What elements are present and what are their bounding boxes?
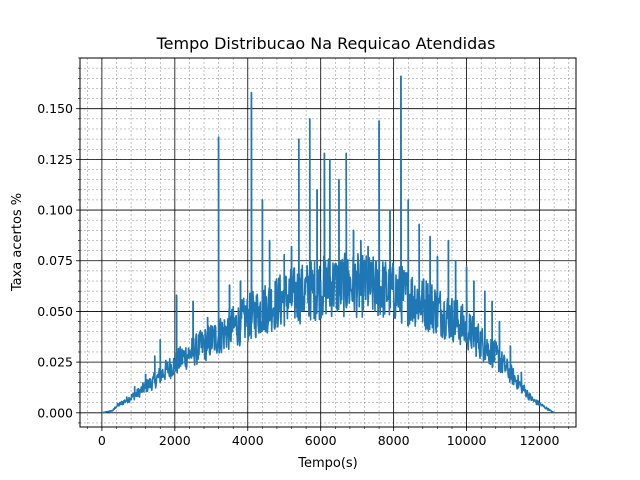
x-tick-label: 8000 xyxy=(378,433,410,448)
x-tick-label: 12000 xyxy=(520,433,560,448)
y-axis-label: Taxa acertos % xyxy=(10,193,25,292)
y-tick-label: 0.000 xyxy=(37,405,73,420)
y-tick-label: 0.150 xyxy=(37,101,73,116)
x-tick-label: 4000 xyxy=(232,433,264,448)
x-tick-label: 10000 xyxy=(447,433,487,448)
x-tick-label: 2000 xyxy=(159,433,191,448)
y-tick-label: 0.125 xyxy=(37,152,73,167)
plot-area: 0 2000 4000 6000 8000 10000 12000 0.000 0.025 0.0… xyxy=(37,57,577,448)
x-tick-label: 0 xyxy=(98,433,106,448)
y-tick-label: 0.025 xyxy=(37,355,73,370)
y-tick-label: 0.075 xyxy=(37,253,73,268)
x-tick-label: 6000 xyxy=(305,433,337,448)
axes-frame xyxy=(79,57,577,428)
y-tick-label: 0.050 xyxy=(37,304,73,319)
chart-title: Tempo Distribucao Na Requicao Atendidas xyxy=(156,34,496,53)
x-axis-label: Tempo(s) xyxy=(297,456,358,471)
y-tick-label: 0.100 xyxy=(37,203,73,218)
